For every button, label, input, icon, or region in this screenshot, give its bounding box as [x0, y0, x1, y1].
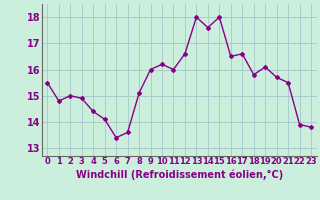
X-axis label: Windchill (Refroidissement éolien,°C): Windchill (Refroidissement éolien,°C)	[76, 169, 283, 180]
